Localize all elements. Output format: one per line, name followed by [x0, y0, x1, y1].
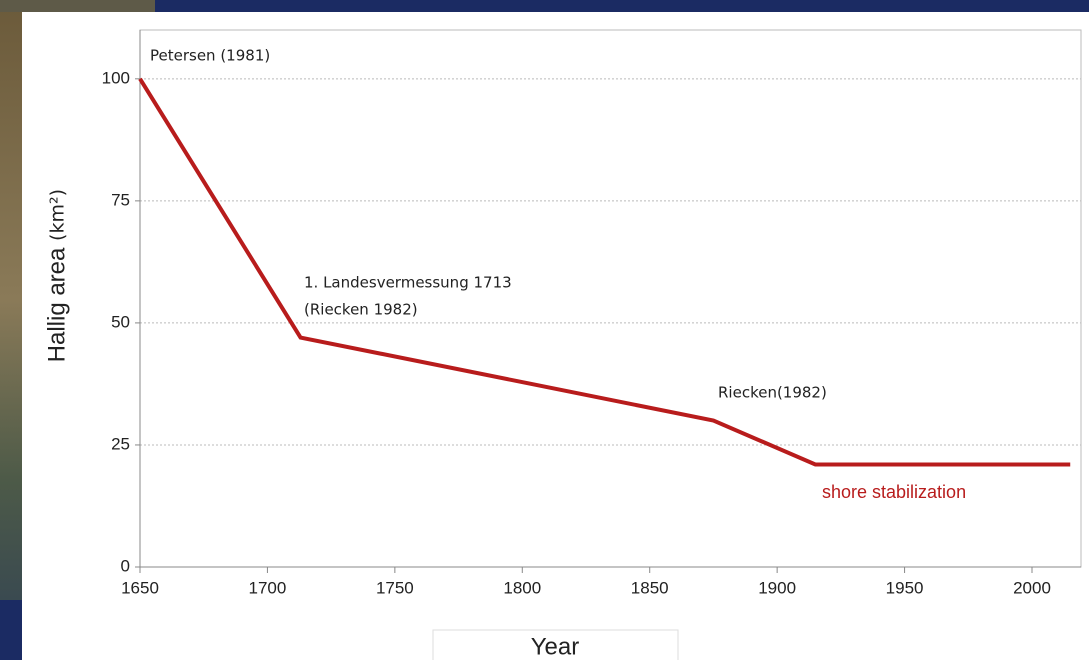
annotation: Petersen (1981)	[150, 47, 270, 65]
side-photo	[0, 0, 22, 600]
x-axis-label: Year	[531, 633, 580, 660]
y-tick-label: 25	[111, 434, 130, 453]
x-tick-label: 1700	[249, 578, 287, 597]
x-tick-label: 1800	[503, 578, 541, 597]
y-tick-label: 100	[102, 68, 130, 87]
x-tick-label: 1750	[376, 578, 414, 597]
annotation: (Riecken 1982)	[304, 301, 418, 319]
y-tick-label: 75	[111, 190, 130, 209]
page: {"chart_data": {"type": "line", "ylabel"…	[0, 0, 1089, 660]
x-tick-label: 1850	[631, 578, 669, 597]
x-tick-label: 2000	[1013, 578, 1051, 597]
annotation: 1. Landesvermessung 1713	[304, 274, 512, 292]
x-tick-label: 1950	[886, 578, 924, 597]
y-tick-label: 0	[121, 556, 130, 575]
annotation: Riecken(1982)	[718, 384, 827, 402]
y-axis-label: Hallig area	[43, 247, 70, 362]
x-tick-label: 1650	[121, 578, 159, 597]
y-tick-label: 50	[111, 312, 130, 331]
x-tick-label: 1900	[758, 578, 796, 597]
photo-top	[0, 0, 155, 12]
slide-panel	[22, 12, 1089, 660]
chart: Year Hallig area (km²) 0 25 50 75 100 1650 170…	[0, 0, 1089, 660]
annotation: shore stabilization	[822, 482, 966, 502]
y-axis-unit: (km²)	[47, 189, 69, 241]
